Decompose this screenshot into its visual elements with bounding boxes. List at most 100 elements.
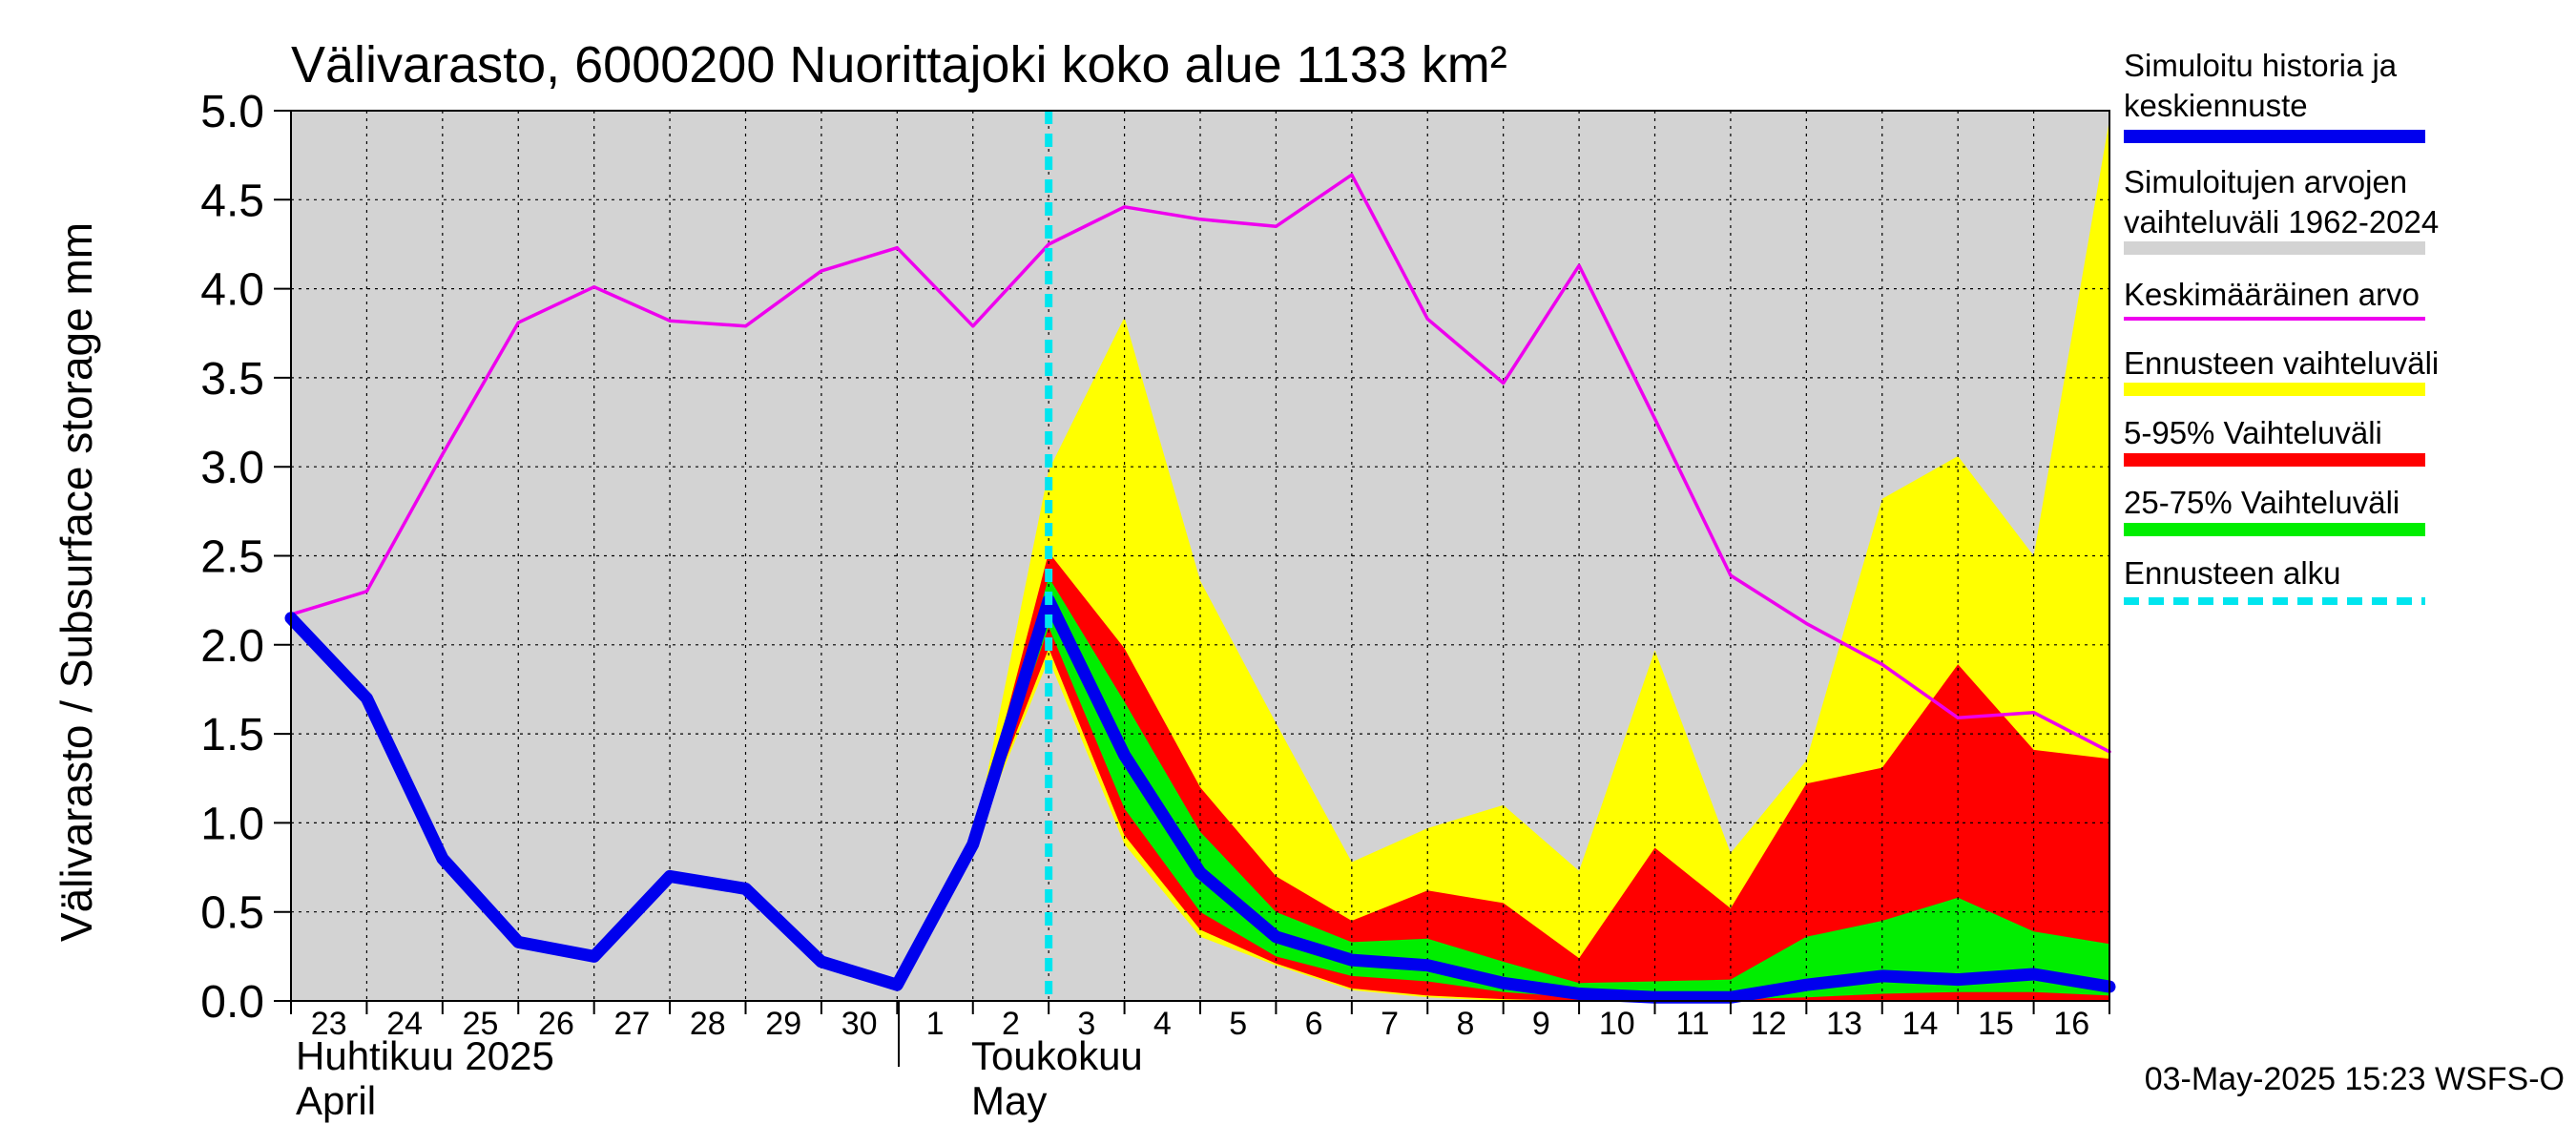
x-axis: 23 24 25 26 27 28 29 30 1 2 3 4 5 6 7 8 9 10 11 12 13 14 15 16 [290, 1001, 2110, 1042]
series-0-point-16 [1502, 982, 1505, 985]
x-tick-label-16: 9 [1532, 1006, 1550, 1042]
month-label-april-fi: Huhtikuu 2025 [296, 1033, 554, 1078]
series-0-point-8 [896, 984, 899, 987]
lines [284, 173, 2116, 1004]
series-1-point-8 [896, 247, 898, 249]
series-0-point-3 [517, 941, 520, 944]
series-1-point-19 [1730, 574, 1732, 576]
month-label-may-en: May [971, 1078, 1047, 1123]
series-0-point-18 [1653, 996, 1656, 999]
x-tick-label-10: 3 [1077, 1006, 1095, 1042]
y-tick-label-0: 0.0 [200, 977, 264, 1028]
series-1-point-17 [1578, 264, 1580, 266]
series-0-point-2 [441, 857, 444, 860]
x-tick-label-4: 27 [613, 1006, 650, 1042]
legend-label-5: 25-75% Vaihteluväli [2124, 485, 2399, 520]
x-tick-label-21: 14 [1902, 1006, 1939, 1042]
series-1-point-20 [1805, 622, 1807, 624]
band-3 [972, 576, 2109, 1000]
x-tick-label-18: 11 [1676, 1006, 1710, 1042]
legend-label-3: Ennusteen vaihteluväli [2124, 345, 2439, 381]
series-0-point-14 [1350, 959, 1353, 962]
band-2 [972, 552, 2109, 1001]
x-tick-label-2: 25 [463, 1006, 499, 1042]
y-axis-label: Välivarasto / Subsurface storage mm [52, 222, 101, 942]
series-1-point-4 [593, 286, 595, 288]
series-0-point-12 [1199, 871, 1201, 874]
y-tick-label-1: 0.5 [200, 888, 264, 939]
x-tick-label-7: 30 [841, 1006, 878, 1042]
legend-label-4: 5-95% Vaihteluväli [2124, 415, 2382, 450]
series-0-point-11 [1123, 754, 1126, 757]
month-labels: Huhtikuu 2025 April Toukokuu May [296, 1001, 1143, 1123]
legend-label-6: Ennusteen alku [2124, 555, 2341, 591]
legend-label-1-0: Simuloitujen arvojen [2124, 164, 2407, 199]
series-0-point-19 [1729, 996, 1732, 999]
y-axis: 0.0 0.5 1.0 1.5 2.0 2.5 3.0 3.5 4.0 4.5 5.0 [200, 87, 291, 1028]
series-0-point-13 [1275, 935, 1278, 938]
y-tick-label-6: 3.0 [200, 443, 264, 493]
chart-title: Välivarasto, 6000200 Nuorittajoki koko a… [291, 36, 1507, 94]
plot-area [284, 110, 2116, 1004]
x-tick-label-12: 5 [1229, 1006, 1247, 1042]
y-tick-label-9: 4.5 [200, 176, 264, 226]
x-tick-label-14: 7 [1381, 1006, 1399, 1042]
series-0-point-7 [820, 960, 822, 963]
series-1-point-5 [669, 320, 671, 322]
x-tick-label-1: 24 [386, 1006, 423, 1042]
y-tick-label-3: 1.5 [200, 710, 264, 760]
series-0-point-21 [1880, 974, 1883, 977]
series-0-point-6 [744, 887, 747, 890]
x-tick-label-23: 16 [2053, 1006, 2089, 1042]
series-1-point-1 [365, 591, 367, 593]
x-tick-label-0: 23 [311, 1006, 347, 1042]
x-tick-label-5: 28 [690, 1006, 726, 1042]
x-tick-label-17: 10 [1599, 1006, 1635, 1042]
x-tick-label-8: 1 [926, 1006, 945, 1042]
series-1-point-15 [1426, 318, 1428, 320]
x-tick-label-11: 4 [1153, 1006, 1172, 1042]
series-1-point-11 [1124, 206, 1126, 208]
series-1-point-6 [745, 325, 746, 327]
x-tick-label-15: 8 [1456, 1006, 1474, 1042]
series-0-point-20 [1805, 984, 1808, 987]
footer-timestamp: 03-May-2025 15:23 WSFS-O [2145, 1061, 2565, 1097]
legend-label-0-1: keskiennuste [2124, 88, 2308, 123]
month-label-april-en: April [296, 1078, 376, 1123]
y-tick-label-10: 5.0 [200, 87, 264, 137]
x-tick-label-6: 29 [765, 1006, 801, 1042]
legend-label-2: Keskimääräinen arvo [2124, 277, 2420, 312]
series-0-point-15 [1426, 964, 1429, 967]
y-tick-label-4: 2.0 [200, 621, 264, 672]
series-1-point-9 [972, 325, 974, 327]
series-1-point-14 [1351, 174, 1353, 176]
series-0-point-22 [1957, 978, 1960, 981]
month-label-may-fi: Toukokuu [971, 1033, 1143, 1078]
series-1-point-23 [2033, 712, 2035, 714]
series-0-point-17 [1578, 992, 1581, 995]
x-tick-label-19: 12 [1751, 1006, 1787, 1042]
y-tick-label-2: 1.0 [200, 799, 264, 849]
y-tick-label-7: 3.5 [200, 354, 264, 405]
series-1-point-13 [1275, 225, 1277, 227]
series-0-point-5 [669, 875, 672, 878]
series-1-point-18 [1654, 418, 1655, 420]
legend: Simuloitu historia ja keskiennuste Simuloi… [2124, 48, 2439, 605]
series-1-point-16 [1503, 382, 1505, 384]
series-0-point-4 [592, 955, 595, 958]
legend-label-0-0: Simuloitu historia ja [2124, 48, 2398, 83]
series-0-point-23 [2032, 973, 2035, 976]
y-tick-label-5: 2.5 [200, 532, 264, 583]
x-tick-label-22: 15 [1978, 1006, 2014, 1042]
x-tick-label-9: 2 [1002, 1006, 1020, 1042]
x-tick-label-20: 13 [1826, 1006, 1862, 1042]
series-0-point-9 [971, 843, 974, 845]
series-1-point-21 [1881, 663, 1883, 665]
x-tick-label-13: 6 [1305, 1006, 1323, 1042]
legend-label-1-1: vaihteluväli 1962-2024 [2124, 204, 2439, 239]
series-0-point-1 [365, 697, 368, 699]
y-tick-label-8: 4.0 [200, 265, 264, 316]
series-1-point-2 [442, 453, 444, 455]
x-tick-label-3: 26 [538, 1006, 574, 1042]
